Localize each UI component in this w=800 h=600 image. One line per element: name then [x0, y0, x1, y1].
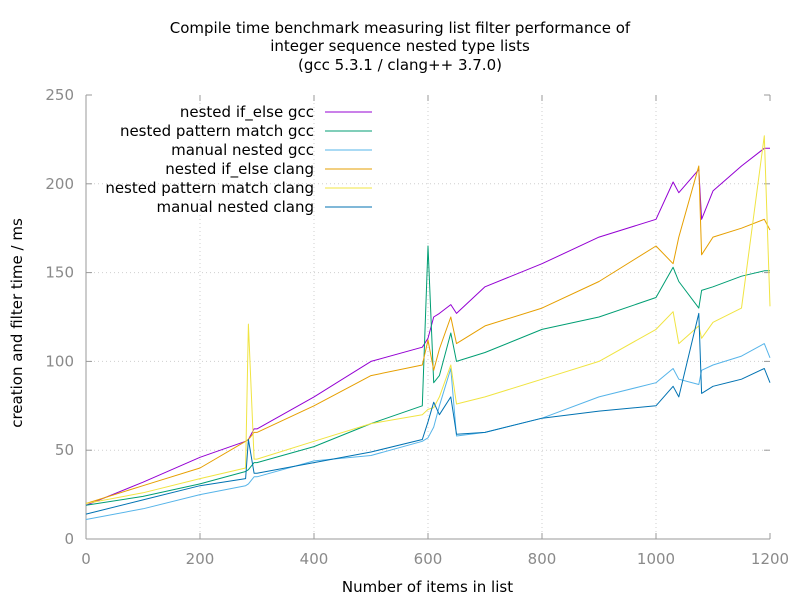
series-line-1: [85, 245, 770, 506]
legend-label: nested pattern match gcc: [120, 122, 314, 140]
y-tick-label: 200: [45, 175, 74, 193]
y-tick-label: 250: [45, 86, 74, 104]
x-tick-label: 400: [300, 550, 329, 568]
y-axis-label: creation and filter time / ms: [8, 218, 26, 428]
x-tick-label: 600: [414, 550, 443, 568]
x-tick-label: 1200: [751, 550, 789, 568]
x-tick-label: 1000: [637, 550, 675, 568]
x-axis-label: Number of items in list: [341, 578, 514, 596]
series-line-4: [85, 135, 771, 504]
y-tick-label: 0: [64, 530, 74, 548]
legend-label: manual nested clang: [156, 198, 314, 216]
chart-title-line-2: integer sequence nested type lists: [270, 37, 530, 55]
x-tick-label: 800: [528, 550, 557, 568]
x-tick-label: 0: [81, 550, 91, 568]
y-tick-label: 100: [45, 352, 74, 370]
x-tick-label: 200: [186, 550, 215, 568]
y-tick-label: 50: [55, 441, 74, 459]
y-tick-label: 150: [45, 264, 74, 282]
chart-title-line-3: (gcc 5.3.1 / clang++ 3.7.0): [298, 56, 502, 74]
chart-title-line-1: Compile time benchmark measuring list fi…: [169, 19, 631, 37]
legend-label: nested if_else gcc: [180, 103, 314, 122]
series-line-3: [85, 165, 771, 504]
legend-label: manual nested gcc: [171, 141, 314, 159]
legend-label: nested pattern match clang: [105, 179, 314, 197]
legend-label: nested if_else clang: [165, 160, 314, 179]
series-line-5: [85, 312, 771, 515]
series-line-0: [85, 147, 770, 506]
